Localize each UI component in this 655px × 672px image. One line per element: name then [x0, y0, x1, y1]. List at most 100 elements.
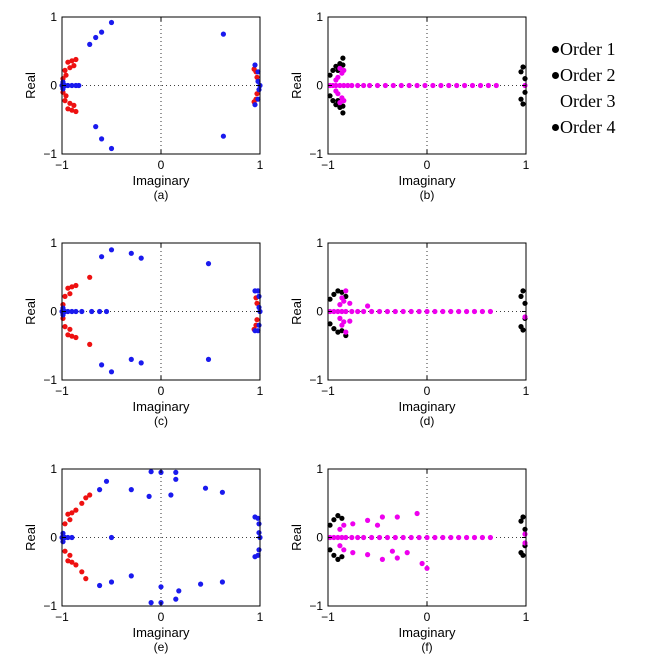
data-point: [333, 102, 339, 108]
data-point: [331, 534, 337, 541]
data-point: [67, 552, 73, 558]
data-point: [335, 308, 341, 315]
data-point: [138, 255, 144, 261]
data-point: [419, 560, 425, 567]
data-point: [97, 582, 103, 589]
data-point: [89, 308, 95, 315]
x-tick-label: 0: [424, 384, 431, 398]
data-point: [335, 534, 341, 541]
y-tick-label: 1: [50, 10, 57, 24]
panel-2: −1 0 1 −1 0 1 Imaginary Real (c): [23, 236, 264, 428]
data-point: [73, 334, 79, 341]
data-point: [341, 522, 347, 528]
x-tick-label: 0: [158, 384, 165, 398]
data-point: [477, 82, 484, 89]
data-point: [220, 133, 226, 139]
data-point: [99, 29, 105, 35]
data-point: [382, 82, 388, 89]
data-point: [343, 534, 349, 541]
data-point: [379, 556, 385, 563]
data-point: [65, 511, 71, 517]
data-point: [128, 487, 134, 493]
data-point: [93, 124, 99, 130]
data-point: [87, 274, 93, 280]
data-point: [69, 308, 75, 315]
data-point: [176, 588, 182, 594]
data-point: [128, 356, 134, 362]
data-point: [341, 67, 347, 73]
data-point: [60, 530, 66, 537]
data-point: [252, 102, 258, 108]
data-point: [355, 308, 361, 315]
data-point: [62, 324, 68, 330]
data-point: [71, 102, 77, 108]
data-point: [339, 295, 345, 301]
data-point: [390, 82, 396, 89]
data-point: [520, 288, 526, 294]
data-point: [256, 530, 262, 536]
data-point: [205, 356, 212, 362]
y-tick-label: 1: [316, 10, 323, 24]
data-point: [333, 82, 339, 89]
data-point: [79, 500, 85, 506]
data-point: [339, 308, 345, 315]
data-point: [60, 312, 66, 318]
data-point: [73, 562, 79, 568]
data-point: [67, 517, 73, 523]
data-point: [69, 333, 75, 339]
data-point: [128, 250, 134, 256]
y-tick-label: 0: [316, 305, 323, 319]
data-point: [331, 291, 337, 297]
y-tick-label: 1: [316, 236, 323, 250]
data-point: [335, 556, 341, 563]
data-point: [327, 547, 333, 553]
data-point: [99, 136, 105, 142]
x-tick-label: 0: [424, 158, 431, 172]
x-axis-label: Imaginary: [132, 625, 190, 640]
data-point: [335, 513, 341, 519]
data-point: [398, 82, 404, 89]
y-tick-label: 0: [316, 531, 323, 545]
data-point: [355, 534, 361, 541]
data-point: [67, 100, 73, 106]
data-point: [349, 534, 355, 541]
data-point: [369, 308, 375, 315]
data-point: [62, 521, 68, 527]
legend-label: Order 3: [560, 91, 616, 111]
x-tick-label: −1: [321, 384, 335, 398]
data-point: [65, 285, 71, 291]
data-point: [65, 558, 71, 564]
x-tick-label: 1: [257, 610, 264, 624]
legend: Order 1 Order 2 Order 3 Order 4: [552, 36, 615, 140]
data-point: [349, 82, 355, 89]
data-point: [400, 308, 406, 315]
y-tick-label: 1: [50, 236, 57, 250]
legend-item-order-3: Order 3: [552, 88, 615, 114]
data-point: [69, 284, 75, 290]
data-point: [339, 534, 345, 541]
data-point: [65, 106, 71, 112]
data-point: [60, 539, 66, 545]
data-point: [219, 489, 225, 495]
data-point: [485, 82, 491, 89]
x-axis-label: Imaginary: [132, 399, 190, 414]
data-point: [343, 288, 349, 294]
data-point: [518, 69, 524, 75]
data-point: [327, 72, 333, 78]
legend-label: Order 4: [560, 117, 616, 137]
data-point: [345, 82, 351, 89]
data-point: [384, 534, 390, 541]
data-point: [337, 543, 343, 549]
x-tick-label: 0: [158, 158, 165, 172]
data-point: [365, 517, 371, 524]
data-point: [67, 65, 73, 71]
data-point: [464, 534, 470, 541]
data-point: [414, 82, 420, 89]
data-point: [63, 93, 69, 99]
data-point: [99, 362, 105, 368]
data-point: [63, 72, 69, 78]
data-point: [404, 550, 410, 556]
data-point: [331, 308, 337, 315]
data-point: [76, 82, 82, 89]
data-point: [374, 82, 381, 89]
